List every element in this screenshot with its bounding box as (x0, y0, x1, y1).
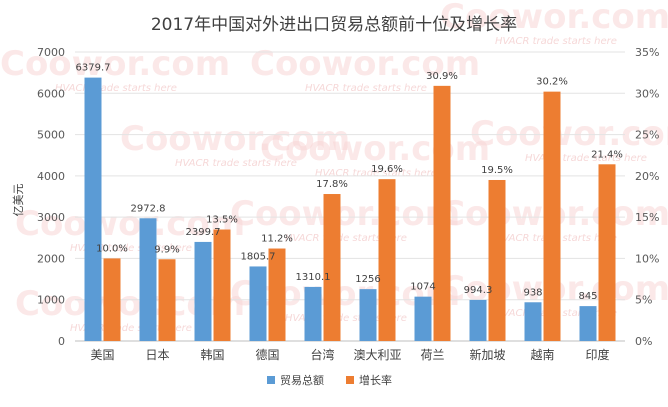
trade-bar (84, 77, 102, 341)
growth-value-label: 30.2% (536, 77, 568, 88)
right-tick-label: 20% (635, 170, 659, 183)
left-tick-label: 5000 (37, 129, 65, 142)
chart-title: 2017年中国对外进出口贸易总额前十位及增长率 (151, 15, 517, 35)
left-tick-label: 3000 (37, 211, 65, 224)
growth-value-label: 11.2% (261, 234, 293, 245)
right-tick-label: 30% (635, 87, 659, 100)
right-tick-label: 25% (635, 129, 659, 142)
watermark-slogan: HVACR trade starts here (55, 83, 177, 94)
bars-layer (84, 77, 616, 342)
trade-value-label: 1805.7 (241, 251, 276, 262)
growth-value-label: 17.8% (316, 179, 348, 190)
growth-bar (543, 91, 561, 342)
left-axis-ticks: 0 1000 2000 3000 4000 5000 6000 7000 (37, 46, 65, 348)
category-label: 台湾 (310, 347, 334, 362)
right-tick-label: 5% (635, 294, 652, 307)
category-label: 新加坡 (469, 347, 505, 362)
trade-bar (139, 218, 157, 341)
watermark-slogan: HVACR trade starts here (175, 158, 297, 169)
y-axis-label: 亿美元 (12, 184, 25, 217)
watermark-slogan: HVACR trade starts here (525, 153, 647, 164)
left-tick-label: 6000 (37, 87, 65, 100)
trade-value-label: 938 (523, 287, 542, 298)
growth-bar (103, 258, 121, 341)
growth-value-label: 13.5% (206, 215, 238, 226)
left-tick-label: 0 (58, 335, 65, 348)
trade-bar (469, 299, 487, 341)
watermark-slogan: HVACR trade starts here (285, 313, 407, 324)
legend-label-trade: 贸易总额 (280, 373, 324, 387)
trade-value-label: 994.3 (464, 285, 493, 296)
left-tick-label: 2000 (37, 252, 65, 265)
category-label: 越南 (530, 347, 554, 362)
growth-bar (378, 179, 396, 341)
watermark-slogan: HVACR trade starts here (285, 233, 407, 244)
watermark-slogan: HVACR trade starts here (70, 323, 192, 334)
watermark-slogan: HVACR trade starts here (315, 168, 437, 179)
left-tick-label: 1000 (37, 294, 65, 307)
legend-swatch-trade (267, 376, 275, 384)
category-label: 印度 (585, 347, 609, 362)
legend-swatch-growth (346, 376, 354, 384)
right-tick-label: 15% (635, 211, 659, 224)
trade-bar (359, 289, 377, 341)
trade-value-label: 845 (578, 291, 597, 302)
growth-bar (488, 179, 506, 341)
growth-bar (268, 248, 286, 341)
watermark-brand: Coowor.com (0, 44, 230, 84)
trade-bar (304, 286, 322, 341)
growth-bar (323, 194, 341, 341)
watermark-brand: Coowor.com (15, 204, 245, 244)
growth-value-label: 10.0% (96, 243, 128, 254)
right-tick-label: 35% (635, 46, 659, 59)
trade-value-label: 1256 (355, 274, 380, 285)
trade-bar (524, 302, 542, 341)
growth-value-label: 30.9% (426, 71, 458, 82)
watermark-brand: Coowor.com (260, 129, 490, 169)
growth-value-label: 19.6% (371, 164, 403, 175)
growth-value-label: 19.5% (481, 165, 513, 176)
growth-bar (433, 85, 451, 342)
data-labels-layer: 6379.7 10.0% 2972.8 9.9% 2399.713.5% 1805.7 11… (76, 63, 623, 303)
watermark-brand: Coowor.com (230, 194, 460, 234)
watermark-brand: Coowor.com (120, 119, 350, 159)
watermark-slogan: HVACR trade starts here (305, 83, 427, 94)
watermark-brand: Coowor.com (440, 0, 668, 37)
category-label: 荷兰 (420, 348, 444, 362)
trade-value-label: 1310.1 (296, 272, 331, 283)
growth-bar (598, 164, 616, 341)
right-axis-ticks: 0% 5% 10% 15% 20% 25% 30% 35% (635, 46, 659, 348)
category-label: 澳大利亚 (353, 348, 401, 362)
category-labels: 美国 日本 韩国 德国 台湾 澳大利亚 荷兰 新加坡 越南 印度 (90, 347, 609, 362)
growth-value-label: 9.9% (154, 244, 179, 255)
trade-value-label: 1074 (410, 282, 435, 293)
watermark-brand: Coowor.com (250, 44, 480, 84)
watermark-slogan: HVACR trade starts here (70, 243, 192, 254)
watermark-slogan: HVACR trade starts here (495, 36, 617, 47)
category-label: 美国 (90, 348, 114, 362)
trade-bar (249, 266, 267, 341)
trade-value-label: 2972.8 (131, 203, 166, 214)
left-tick-label: 7000 (37, 46, 65, 59)
trade-bar (194, 241, 212, 341)
right-tick-label: 10% (635, 252, 659, 265)
trade-bar (579, 306, 597, 341)
right-tick-label: 0% (635, 335, 652, 348)
category-label: 韩国 (200, 347, 224, 362)
legend-label-growth: 增长率 (359, 373, 392, 387)
watermark-brand: Coowor.com (470, 114, 668, 154)
trade-value-label: 6379.7 (76, 63, 111, 74)
legend: 贸易总额 增长率 (267, 373, 392, 387)
growth-bar (158, 259, 176, 341)
category-label: 德国 (255, 347, 279, 362)
left-tick-label: 4000 (37, 170, 65, 183)
growth-bar (213, 229, 231, 341)
trade-bar (414, 296, 432, 341)
trade-value-label: 2399.7 (186, 227, 221, 238)
category-label: 日本 (145, 348, 169, 362)
growth-value-label: 21.4% (591, 149, 623, 160)
